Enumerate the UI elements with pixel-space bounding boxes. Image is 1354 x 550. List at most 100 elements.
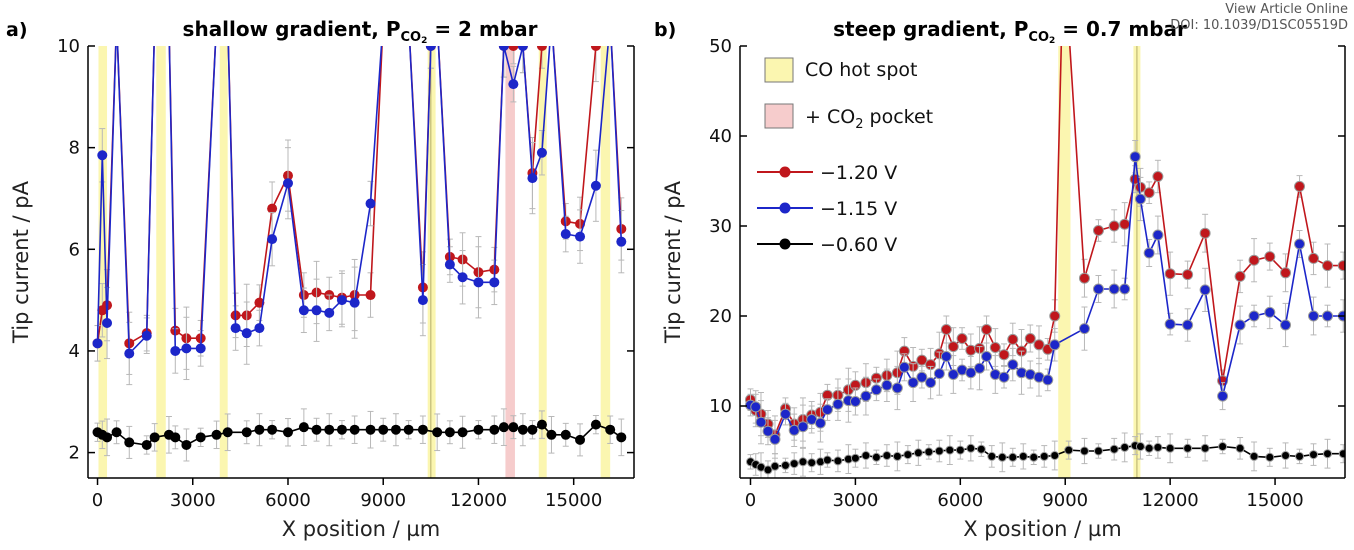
data-point xyxy=(934,446,944,456)
data-point xyxy=(241,427,252,438)
data-point xyxy=(1143,247,1155,259)
data-point xyxy=(1234,319,1246,331)
legend-marker-series-minus-1.15V xyxy=(779,202,791,214)
legend: CO hot spot + CO2 pocket −1.20 V −1.15 V −0.… xyxy=(757,57,933,256)
data-point xyxy=(849,396,861,407)
data-point xyxy=(981,351,993,362)
data-point xyxy=(517,46,528,51)
data-point xyxy=(814,417,826,429)
legend-marker-series-minus-0.60V xyxy=(779,238,791,250)
data-point xyxy=(1007,359,1019,371)
data-point xyxy=(1218,442,1228,451)
data-point xyxy=(181,439,192,450)
data-point xyxy=(1182,269,1194,281)
data-point xyxy=(1152,171,1164,182)
data-point xyxy=(1134,193,1146,205)
chart-title: shallow gradient, PCO2 = 2 mbar xyxy=(183,17,538,46)
legend-marker-series-minus-1.20V xyxy=(779,166,791,178)
data-point xyxy=(1164,268,1176,280)
legend-hotspot-label: CO hot spot xyxy=(805,59,917,81)
data-point xyxy=(933,368,945,380)
data-point xyxy=(1033,339,1045,351)
data-point xyxy=(925,377,937,389)
data-point xyxy=(1108,220,1120,232)
data-point xyxy=(527,424,538,435)
data-point xyxy=(1049,339,1061,351)
data-point xyxy=(833,456,843,466)
data-point xyxy=(1108,283,1120,295)
data-point xyxy=(457,272,468,283)
series-minus-0.60V xyxy=(745,432,1345,478)
legend-pocket-swatch xyxy=(764,103,794,129)
data-point xyxy=(1322,260,1334,272)
data-point xyxy=(1199,227,1211,239)
series-line xyxy=(749,46,1344,437)
x-tick-label: 6000 xyxy=(265,490,311,511)
data-point xyxy=(267,424,278,435)
data-point xyxy=(1248,310,1260,322)
data-point xyxy=(755,416,767,428)
data-point xyxy=(241,328,252,339)
data-point xyxy=(546,429,557,440)
panel-label: b) xyxy=(654,19,676,41)
series-minus-1.15V xyxy=(92,46,627,386)
data-point xyxy=(536,147,547,158)
x-tick-label: 12000 xyxy=(1142,490,1199,511)
data-point xyxy=(1249,451,1259,461)
data-point xyxy=(989,342,1001,353)
x-tick-label: 0 xyxy=(92,490,103,511)
legend-label-series-minus-0.60V: −0.60 V xyxy=(820,234,897,256)
data-point xyxy=(1183,443,1193,453)
watermark-line1[interactable]: View Article Online xyxy=(1225,2,1348,17)
data-point xyxy=(473,424,484,435)
x-tick-label: 12000 xyxy=(450,490,507,511)
data-point xyxy=(444,427,455,438)
data-point xyxy=(1248,254,1260,266)
data-point xyxy=(1120,442,1130,452)
data-point xyxy=(860,390,872,402)
data-point xyxy=(417,295,428,306)
data-point xyxy=(1294,238,1306,250)
data-point xyxy=(1129,151,1141,163)
legend-label-series-minus-1.15V: −1.15 V xyxy=(820,198,897,220)
data-point xyxy=(1235,443,1245,453)
co-hotspot-band xyxy=(1058,46,1071,478)
data-point xyxy=(124,437,135,448)
data-point xyxy=(916,354,928,366)
data-point xyxy=(1322,310,1334,322)
co-hotspot-band xyxy=(427,46,436,478)
data-point xyxy=(517,424,528,435)
y-tick-label: 4 xyxy=(69,341,80,362)
data-point xyxy=(997,452,1007,462)
data-point xyxy=(966,443,976,453)
data-point xyxy=(1064,445,1074,455)
data-point xyxy=(1153,442,1163,452)
data-point xyxy=(881,379,893,391)
watermark[interactable]: View Article Online DOI: 10.1039/D1SC055… xyxy=(1170,2,1348,34)
data-point xyxy=(141,439,152,450)
data-point xyxy=(311,424,322,435)
data-point xyxy=(254,424,265,435)
data-point xyxy=(102,317,113,328)
data-point xyxy=(1264,251,1276,263)
data-point xyxy=(821,404,833,416)
data-point xyxy=(616,236,627,247)
data-point xyxy=(998,349,1010,361)
data-point xyxy=(1152,229,1164,241)
data-point xyxy=(1079,446,1089,456)
data-point xyxy=(965,344,977,356)
data-point xyxy=(770,461,780,471)
data-point xyxy=(230,323,241,334)
data-point xyxy=(92,338,103,349)
x-tick-label: 9000 xyxy=(360,490,406,511)
data-point xyxy=(861,451,871,460)
data-point xyxy=(1264,306,1276,318)
data-point xyxy=(378,424,389,435)
data-point xyxy=(903,450,913,460)
data-point xyxy=(762,425,774,437)
data-point xyxy=(336,424,347,435)
data-point xyxy=(1029,452,1039,462)
data-point xyxy=(789,459,799,469)
series-minus-1.15V xyxy=(744,140,1345,459)
data-point xyxy=(779,408,791,420)
